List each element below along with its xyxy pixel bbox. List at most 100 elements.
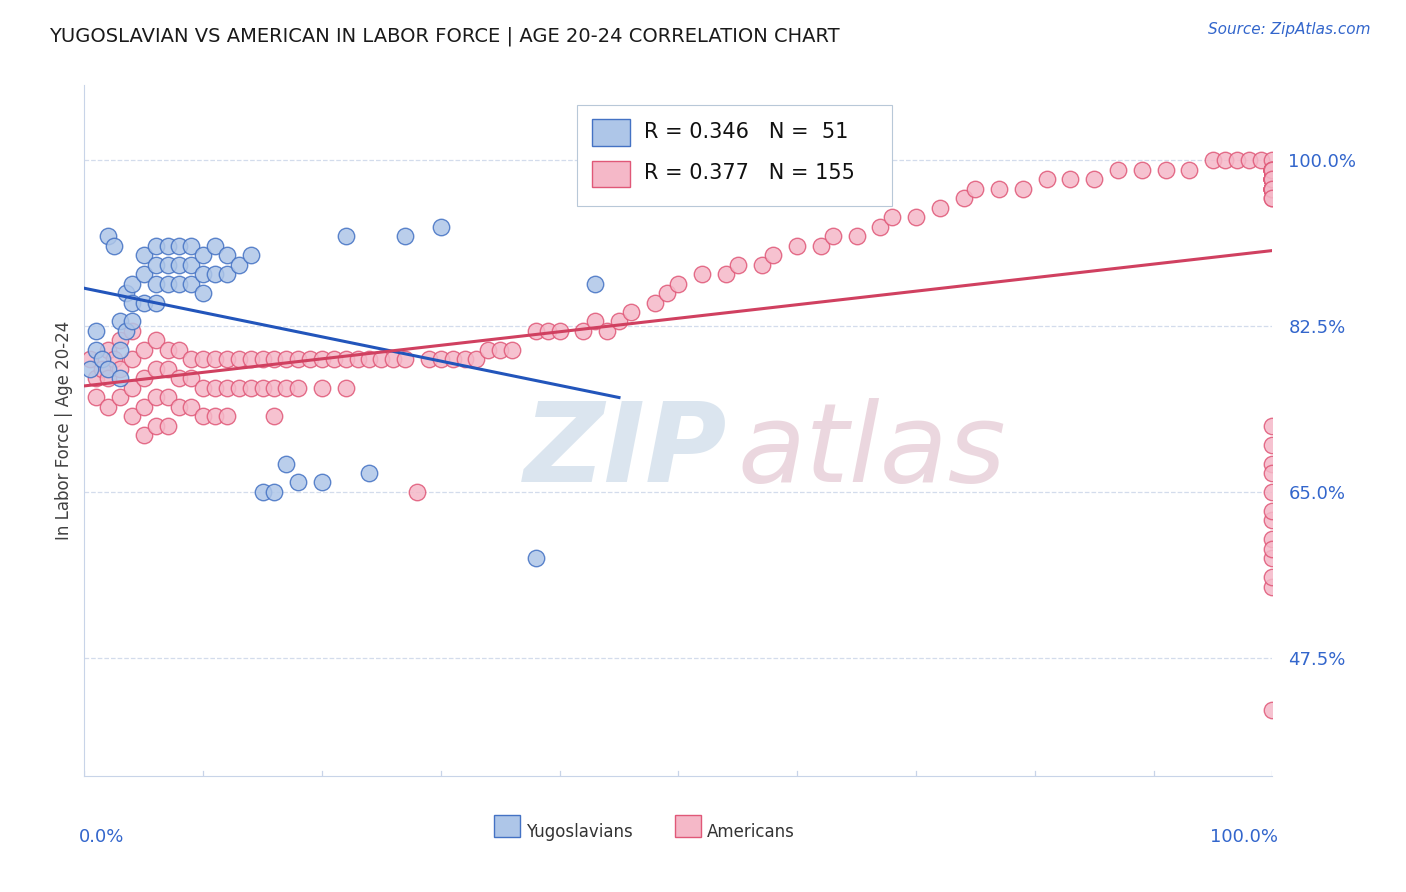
Point <box>382 352 405 367</box>
Text: YUGOSLAVIAN VS AMERICAN IN LABOR FORCE | AGE 20-24 CORRELATION CHART: YUGOSLAVIAN VS AMERICAN IN LABOR FORCE |… <box>49 27 839 46</box>
Point <box>145 295 167 310</box>
Point <box>1261 163 1284 178</box>
Point <box>882 211 904 225</box>
Point <box>501 343 523 357</box>
Point <box>180 258 202 272</box>
Bar <box>592 120 630 145</box>
Point <box>335 352 357 367</box>
Point <box>1261 466 1284 480</box>
Point <box>156 277 179 291</box>
Point <box>406 485 429 500</box>
Point <box>370 352 392 367</box>
Point <box>215 248 238 262</box>
Point <box>103 238 125 252</box>
Point <box>1261 163 1284 178</box>
Point <box>1226 153 1249 168</box>
Point <box>1261 485 1284 500</box>
Point <box>103 352 125 367</box>
Point <box>215 267 238 281</box>
Point <box>91 352 114 367</box>
Point <box>287 352 309 367</box>
Text: Source: ZipAtlas.com: Source: ZipAtlas.com <box>1208 22 1371 37</box>
Point <box>169 400 191 414</box>
Point <box>191 409 215 424</box>
Point <box>97 361 120 376</box>
Point <box>1261 163 1284 178</box>
Point <box>97 343 120 357</box>
Point <box>1261 182 1284 196</box>
Point <box>644 295 666 310</box>
Point <box>121 381 143 395</box>
Point <box>84 324 107 338</box>
Point <box>1261 172 1284 186</box>
Point <box>132 428 155 442</box>
Point <box>108 371 131 385</box>
Point <box>346 352 368 367</box>
Point <box>204 381 226 395</box>
Point <box>228 381 250 395</box>
Point <box>1261 163 1284 178</box>
Point <box>1261 437 1284 451</box>
Point <box>108 390 131 404</box>
Point <box>1261 191 1284 205</box>
Point <box>263 381 285 395</box>
Point <box>418 352 440 367</box>
Point <box>1261 504 1284 518</box>
Point <box>430 352 453 367</box>
Point <box>583 277 606 291</box>
Point <box>276 352 298 367</box>
Point <box>145 258 167 272</box>
Point <box>145 418 167 433</box>
Point <box>115 324 138 338</box>
Point <box>1250 153 1272 168</box>
Point <box>1261 457 1284 471</box>
Point <box>583 314 606 328</box>
Point <box>97 229 120 244</box>
Text: R = 0.346   N =  51: R = 0.346 N = 51 <box>644 121 848 142</box>
Point <box>156 258 179 272</box>
Point <box>121 324 143 338</box>
Point <box>430 219 453 234</box>
Point <box>121 277 143 291</box>
Point <box>239 381 262 395</box>
Point <box>1261 580 1284 594</box>
Point <box>1261 163 1284 178</box>
Point <box>191 352 215 367</box>
Point <box>156 238 179 252</box>
Point <box>145 334 167 348</box>
Text: R = 0.377   N = 155: R = 0.377 N = 155 <box>644 163 855 183</box>
Point <box>1261 172 1284 186</box>
Point <box>287 381 309 395</box>
Point <box>263 485 285 500</box>
Point <box>121 314 143 328</box>
Point <box>204 352 226 367</box>
Point <box>79 361 101 376</box>
Point <box>156 343 179 357</box>
Point <box>180 277 202 291</box>
Point <box>1261 182 1284 196</box>
Point <box>263 409 285 424</box>
Text: atlas: atlas <box>738 398 1007 505</box>
Point <box>394 352 416 367</box>
Point <box>311 352 333 367</box>
Point <box>311 381 333 395</box>
Point <box>215 352 238 367</box>
Text: Yugoslavians: Yugoslavians <box>526 823 633 841</box>
Point <box>108 343 131 357</box>
Point <box>690 267 713 281</box>
Point <box>156 390 179 404</box>
Bar <box>675 814 702 837</box>
Point <box>132 343 155 357</box>
Point <box>537 324 560 338</box>
Point <box>1130 163 1153 178</box>
Point <box>132 371 155 385</box>
Point <box>1035 172 1057 186</box>
Point <box>441 352 464 367</box>
Point <box>869 219 891 234</box>
Point <box>108 361 131 376</box>
Point <box>132 267 155 281</box>
Point <box>1261 182 1284 196</box>
Text: 100.0%: 100.0% <box>1211 828 1278 846</box>
Point <box>335 229 357 244</box>
Point <box>145 361 167 376</box>
